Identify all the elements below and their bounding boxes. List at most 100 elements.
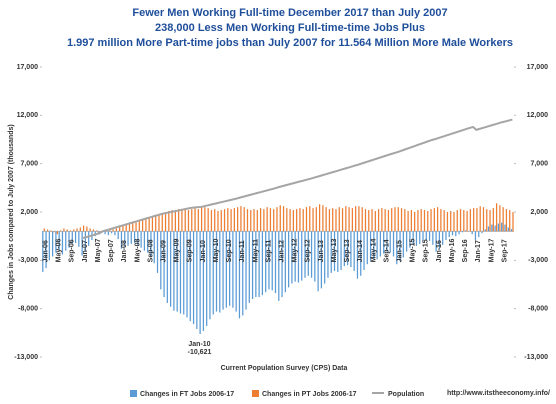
legend-label: Changes in PT Jobs 2006-17 <box>262 391 357 398</box>
bar <box>430 209 432 232</box>
bar <box>196 231 198 329</box>
bar <box>501 222 503 232</box>
x-tick-label: Sep-12 <box>305 239 312 262</box>
bar <box>360 231 362 276</box>
bar <box>332 208 334 232</box>
bar <box>495 203 498 232</box>
bar <box>450 211 452 232</box>
x-tick-label: Sep-06 <box>69 239 76 262</box>
bar <box>491 224 493 232</box>
bar <box>456 210 458 232</box>
bar <box>314 231 316 282</box>
bar <box>73 229 75 232</box>
bar <box>356 231 359 279</box>
bar <box>148 217 150 232</box>
bar <box>453 212 455 232</box>
bar <box>137 231 139 245</box>
bar <box>484 229 486 232</box>
bar <box>394 207 396 232</box>
bar <box>279 205 281 232</box>
x-tick-label: May-13 <box>331 238 338 262</box>
bar <box>492 208 494 232</box>
bar <box>471 231 473 235</box>
bar <box>351 208 354 232</box>
bar <box>414 212 416 232</box>
bar <box>43 228 45 232</box>
bar <box>405 231 408 252</box>
bar <box>507 227 509 232</box>
bar <box>440 209 442 232</box>
bar <box>436 207 439 232</box>
bar <box>259 208 262 232</box>
bar <box>115 228 118 232</box>
bar <box>147 231 149 253</box>
bar <box>327 231 329 278</box>
bar <box>317 231 319 292</box>
bar <box>68 231 70 248</box>
bar <box>291 231 293 284</box>
bar <box>402 231 404 258</box>
bar <box>446 212 449 232</box>
bar <box>355 206 357 232</box>
x-tick-label: Jan-15 <box>396 240 403 262</box>
bar <box>189 231 191 322</box>
bar <box>469 209 472 232</box>
bar <box>328 209 331 232</box>
bar <box>337 231 339 272</box>
bar <box>51 231 54 257</box>
bar <box>422 231 424 241</box>
bar <box>210 210 213 232</box>
y-tick-label: 2,000 <box>20 209 38 216</box>
bar <box>420 209 422 232</box>
bar <box>301 231 303 281</box>
bar <box>510 229 513 232</box>
bar <box>381 208 383 232</box>
bar <box>194 208 196 232</box>
bar <box>345 206 347 232</box>
bar <box>60 230 62 232</box>
bar <box>374 211 376 232</box>
bar <box>348 207 350 232</box>
bar <box>58 231 60 250</box>
bar <box>74 231 77 243</box>
bar <box>217 211 219 232</box>
x-tick-label: May-17 <box>488 238 495 262</box>
bar <box>163 231 165 298</box>
bar <box>50 230 52 232</box>
x-axis-label: Current Population Survey (CPS) Data <box>221 365 348 372</box>
bar <box>419 231 421 244</box>
bar <box>122 224 124 232</box>
bar <box>358 206 360 232</box>
bar <box>396 231 398 265</box>
bar <box>268 231 270 290</box>
bar <box>389 231 391 253</box>
bar <box>299 208 301 232</box>
bar <box>261 231 264 296</box>
bar <box>135 222 137 232</box>
chart-title: 238,000 Less Men Working Full-time-time … <box>155 22 425 34</box>
bar <box>124 231 126 247</box>
bar <box>482 207 485 232</box>
y-axis-label: Changes in Jobs compared to July 2007 (t… <box>8 124 15 299</box>
legend-label: Population <box>388 391 424 398</box>
bar <box>504 224 506 232</box>
bar <box>48 231 50 261</box>
bar <box>464 230 467 232</box>
bar <box>76 228 78 232</box>
y2-tick-label: -3,000 <box>528 257 548 264</box>
bar <box>494 225 496 232</box>
bar <box>312 208 314 232</box>
bar <box>253 209 255 232</box>
bar <box>179 231 182 314</box>
data-label: -10,621 <box>188 349 212 356</box>
x-tick-label: Jan-13 <box>318 240 325 262</box>
bar <box>219 231 221 313</box>
x-tick-label: Sep-10 <box>226 239 233 262</box>
bar <box>250 210 252 232</box>
bar <box>164 212 167 232</box>
bar <box>120 231 123 249</box>
bar <box>384 209 386 232</box>
bar <box>489 210 491 232</box>
bar <box>315 207 317 232</box>
